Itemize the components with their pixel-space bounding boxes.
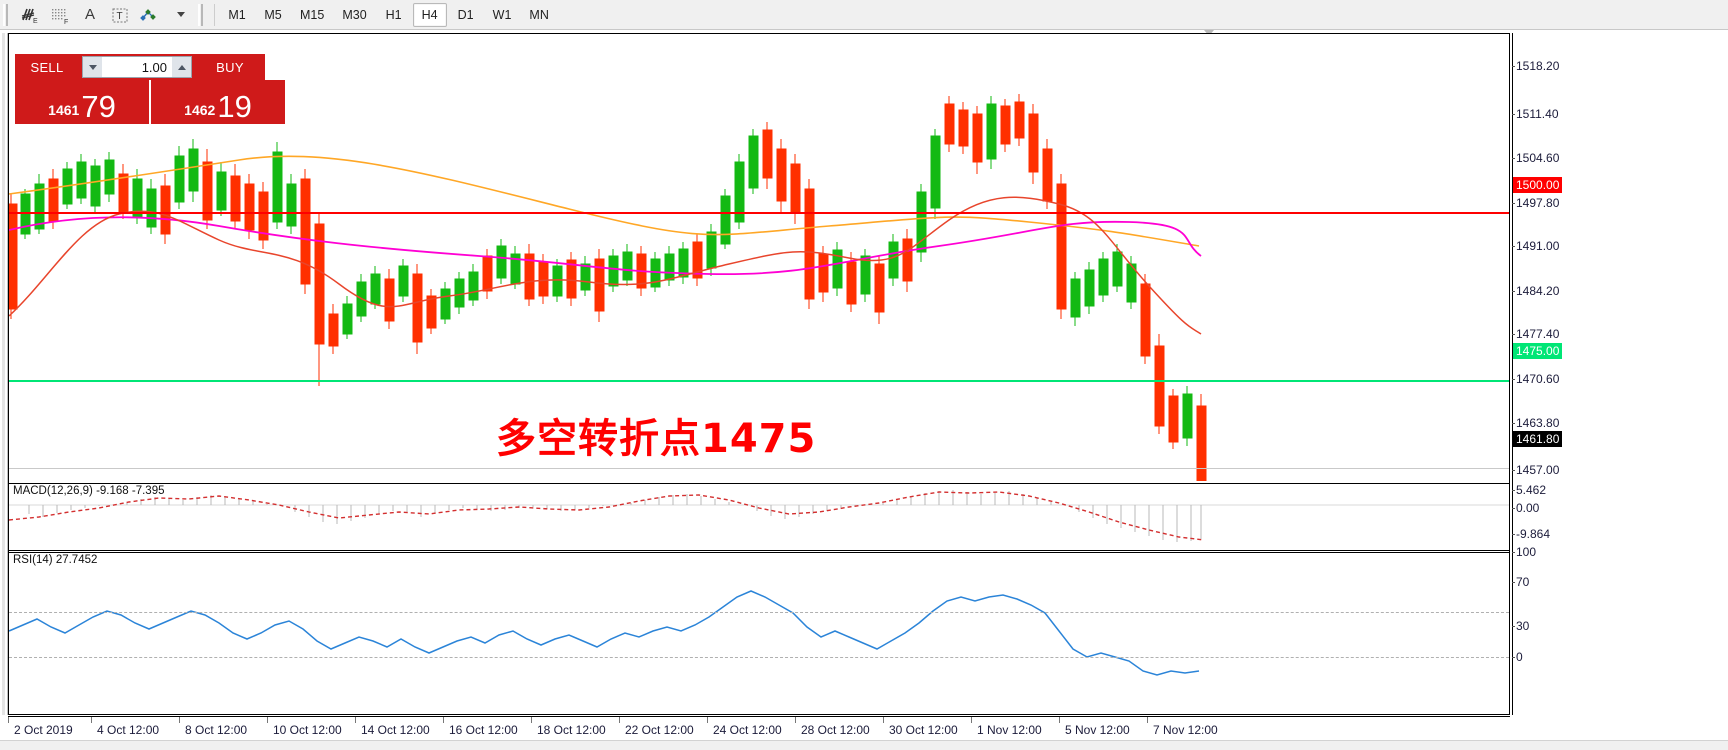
rsi-tick-0: 0 bbox=[1512, 650, 1523, 664]
time-tick-9: 28 Oct 12:00 bbox=[795, 717, 870, 737]
volume-decrement-button[interactable] bbox=[82, 56, 102, 78]
buy-price-pips: 19 bbox=[217, 89, 252, 124]
volume-increment-button[interactable] bbox=[172, 56, 192, 78]
macd-tick-max: 5.462 bbox=[1511, 483, 1547, 497]
rsi-tick-70: 70 bbox=[1511, 575, 1530, 589]
chart-vertical-scrollbar[interactable] bbox=[0, 33, 8, 715]
rsi-level-30 bbox=[9, 657, 1509, 658]
svg-text:E: E bbox=[33, 18, 38, 25]
text-icon[interactable]: A bbox=[84, 6, 95, 23]
svg-text:T: T bbox=[117, 11, 123, 22]
triangle-up-icon bbox=[177, 64, 186, 70]
triangle-down-icon bbox=[88, 64, 97, 70]
tab-timeframe-m30[interactable]: M30 bbox=[342, 7, 367, 22]
sell-price-prefix: 1461 bbox=[48, 102, 80, 118]
volume-input[interactable]: 1.00 bbox=[102, 56, 172, 78]
price-tick-1497: 1497.80 bbox=[1511, 196, 1560, 210]
time-tick-4: 14 Oct 12:00 bbox=[355, 717, 430, 737]
ma-red-line bbox=[9, 196, 1202, 335]
macd-tick-zero: 0.00 bbox=[1511, 501, 1540, 515]
macd-series bbox=[9, 490, 1509, 542]
price-tick-1457: 1457.00 bbox=[1511, 463, 1560, 477]
rsi-series bbox=[9, 590, 1200, 676]
ma-orange-line bbox=[9, 155, 1200, 247]
sell-price-pips: 79 bbox=[81, 89, 116, 124]
price-tick-1463: 1463.80 bbox=[1511, 416, 1560, 430]
timeframe-group: M1 M5 M15 M30 H1 H4 D1 W1 MN bbox=[219, 0, 558, 29]
grid-icon[interactable]: F bbox=[45, 2, 75, 28]
time-tick-5: 16 Oct 12:00 bbox=[443, 717, 518, 737]
tab-timeframe-m15[interactable]: M15 bbox=[300, 7, 325, 22]
price-tick-1511: 1511.40 bbox=[1512, 107, 1559, 121]
buy-price-display[interactable]: 1462 19 bbox=[151, 80, 285, 124]
rsi-level-70 bbox=[9, 612, 1509, 613]
sell-button[interactable]: SELL bbox=[15, 54, 79, 80]
indicators-icon[interactable]: E bbox=[15, 2, 45, 28]
chevron-down-icon[interactable] bbox=[165, 2, 195, 28]
one-click-trading-panel[interactable]: SELL 1.00 BUY 1461 79 1462 19 bbox=[15, 54, 285, 124]
toolbar-grip-1[interactable] bbox=[3, 3, 10, 26]
ma-magenta-line bbox=[9, 216, 1202, 276]
macd-signal-line bbox=[9, 491, 1205, 541]
time-tick-6: 18 Oct 12:00 bbox=[531, 717, 606, 737]
svg-text:F: F bbox=[64, 19, 68, 25]
tab-timeframe-m1[interactable]: M1 bbox=[228, 7, 246, 22]
time-tick-8: 24 Oct 12:00 bbox=[707, 717, 782, 737]
chart-annotation-text: 多空转折点1475 bbox=[496, 416, 817, 462]
level-line-1475[interactable] bbox=[9, 380, 1509, 382]
sell-price-display[interactable]: 1461 79 bbox=[15, 80, 149, 124]
price-tick-1470: 1470.60 bbox=[1511, 372, 1560, 386]
price-tick-1518: 1518.20 bbox=[1511, 59, 1560, 73]
volume-stepper[interactable]: 1.00 bbox=[79, 54, 195, 80]
chart-window[interactable]: XAUUSD-,H4 1466.67 1468.14 1460.47 1461.… bbox=[8, 33, 1510, 715]
tab-timeframe-m5[interactable]: M5 bbox=[264, 7, 282, 22]
buy-price-prefix: 1462 bbox=[184, 102, 216, 118]
price-tick-1504: 1504.60 bbox=[1511, 151, 1560, 165]
time-tick-7: 22 Oct 12:00 bbox=[619, 717, 694, 737]
time-tick-3: 10 Oct 12:00 bbox=[267, 717, 342, 737]
macd-pane[interactable]: MACD(12,26,9) -9.168 -7.395 bbox=[9, 483, 1509, 551]
candlestick-series bbox=[9, 94, 1207, 481]
rsi-pane[interactable]: RSI(14) 27.7452 bbox=[9, 552, 1509, 714]
main-toolbar: E F A T bbox=[0, 0, 1728, 30]
time-tick-1: 4 Oct 12:00 bbox=[90, 717, 160, 737]
macd-tick-min: -9.864 bbox=[1511, 527, 1551, 541]
tab-timeframe-w1[interactable]: W1 bbox=[492, 7, 512, 22]
trade-panel-top-row: SELL 1.00 BUY bbox=[15, 54, 285, 80]
price-tick-1491: 1491.00 bbox=[1511, 239, 1560, 253]
tab-timeframe-h1[interactable]: H1 bbox=[385, 7, 402, 22]
price-axis[interactable]: 1518.20 1511.40 1504.60 1500.00 1497.80 … bbox=[1511, 33, 1728, 715]
status-bar bbox=[0, 740, 1728, 750]
price-tick-1477: 1477.40 bbox=[1511, 327, 1560, 341]
time-tick-0: 2 Oct 2019 bbox=[8, 717, 73, 737]
text-label-icon[interactable]: T bbox=[105, 2, 135, 28]
price-tick-1484: 1484.20 bbox=[1511, 284, 1560, 298]
toolbar-icon-group: E F A T bbox=[15, 0, 195, 29]
current-price-line bbox=[9, 468, 1509, 469]
rsi-line bbox=[9, 590, 1200, 676]
objects-icon[interactable] bbox=[135, 2, 165, 28]
price-badge-1475: 1475.00 bbox=[1513, 343, 1563, 359]
rsi-label: RSI(14) 27.7452 bbox=[13, 554, 98, 566]
toolbar-grip-2[interactable] bbox=[198, 3, 205, 26]
level-line-1500[interactable] bbox=[9, 212, 1509, 214]
tab-timeframe-h4[interactable]: H4 bbox=[412, 2, 447, 27]
time-tick-2: 8 Oct 12:00 bbox=[178, 717, 248, 737]
toolbar-divider bbox=[214, 3, 215, 26]
macd-label: MACD(12,26,9) -9.168 -7.395 bbox=[13, 485, 165, 497]
price-badge-1500: 1500.00 bbox=[1513, 177, 1563, 193]
rsi-tick-100: 100 bbox=[1511, 545, 1537, 559]
time-tick-13: 7 Nov 12:00 bbox=[1147, 717, 1218, 737]
time-tick-12: 5 Nov 12:00 bbox=[1059, 717, 1130, 737]
tab-timeframe-d1[interactable]: D1 bbox=[457, 7, 474, 22]
trade-panel-price-row: 1461 79 1462 19 bbox=[15, 80, 285, 124]
buy-button[interactable]: BUY bbox=[195, 54, 265, 80]
rsi-tick-30: 30 bbox=[1511, 619, 1530, 633]
time-tick-11: 1 Nov 12:00 bbox=[971, 717, 1042, 737]
time-tick-10: 30 Oct 12:00 bbox=[883, 717, 958, 737]
tab-timeframe-mn[interactable]: MN bbox=[529, 7, 549, 22]
price-badge-current: 1461.80 bbox=[1513, 431, 1563, 447]
